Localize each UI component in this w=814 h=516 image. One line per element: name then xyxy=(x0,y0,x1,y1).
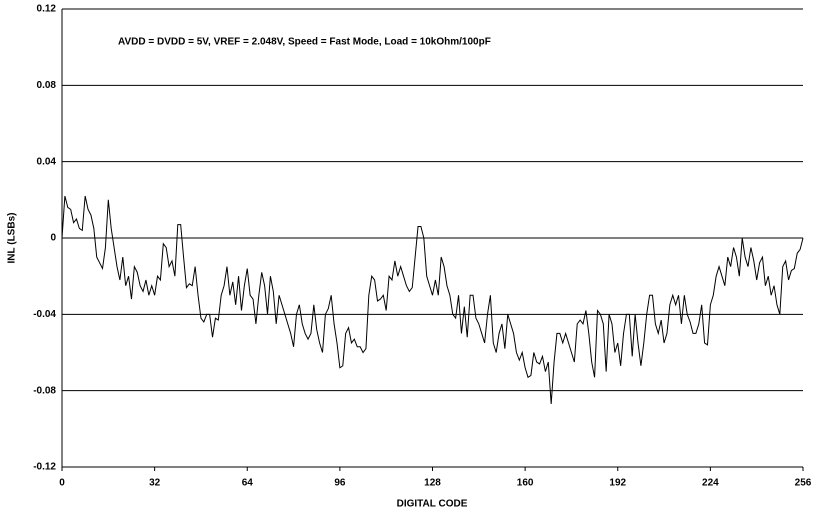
y-tick-label: -0.04 xyxy=(33,309,56,320)
y-tick-label: -0.12 xyxy=(33,462,56,473)
y-tick-label: 0.12 xyxy=(37,4,57,15)
y-tick-label: -0.08 xyxy=(33,385,56,396)
data-line xyxy=(61,195,804,405)
y-axis-label: INL (LSBs) xyxy=(7,213,18,264)
annotation: AVDD = DVDD = 5V, VREF = 2.048V, Speed =… xyxy=(118,37,491,48)
x-axis-label: DIGITAL CODE xyxy=(397,499,468,510)
x-tick-label: 224 xyxy=(702,478,719,489)
x-tick-label: 64 xyxy=(242,478,254,489)
y-tick-label: 0 xyxy=(50,233,56,244)
x-tick-label: 192 xyxy=(609,478,626,489)
x-tick-label: 96 xyxy=(334,478,346,489)
y-tick-label: 0.04 xyxy=(37,156,57,167)
x-tick-label: 0 xyxy=(59,478,65,489)
x-tick-label: 256 xyxy=(795,478,812,489)
x-tick-label: 160 xyxy=(517,478,534,489)
y-tick-label: 0.08 xyxy=(37,80,57,91)
x-tick-label: 128 xyxy=(424,478,441,489)
x-tick-label: 32 xyxy=(149,478,161,489)
